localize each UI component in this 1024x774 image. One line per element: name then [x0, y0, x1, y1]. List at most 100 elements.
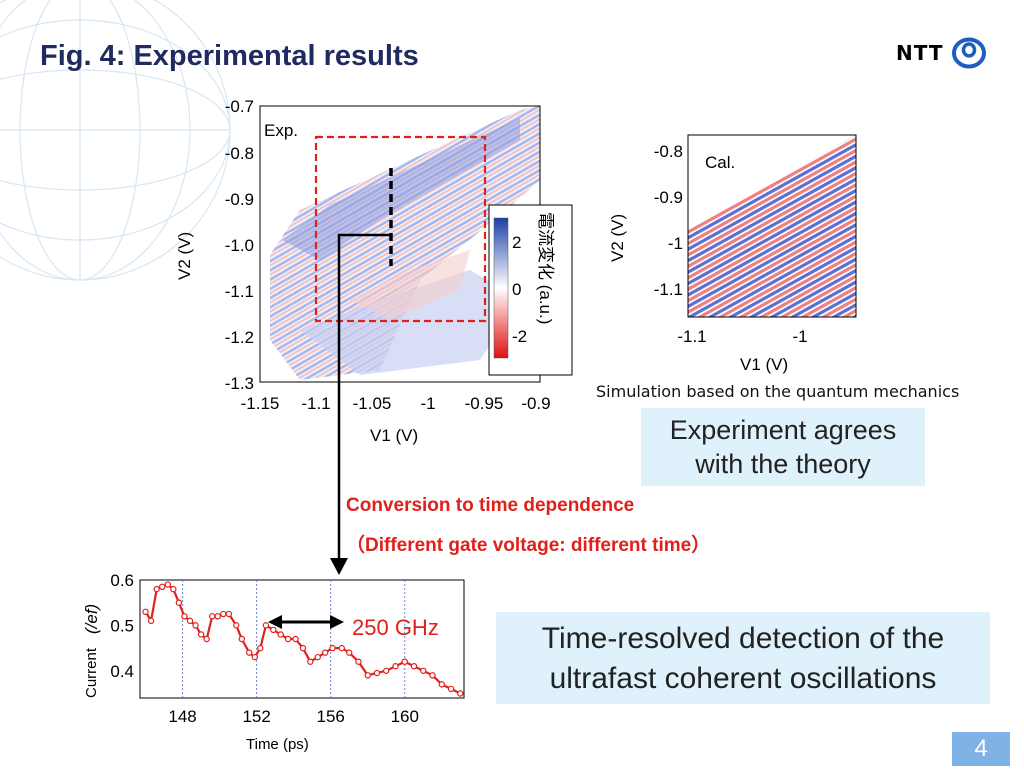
time-series-point: [164, 581, 171, 588]
time-y-tick: 0.5: [110, 616, 134, 635]
time-series-point: [142, 608, 149, 615]
time-series-point: [238, 635, 246, 643]
time-series-point: [346, 649, 353, 656]
conversion-subtitle: （Different gate voltage: different time）: [346, 535, 711, 556]
agree-line-2: with the theory: [695, 449, 871, 479]
conversion-title: Conversion to time dependence: [346, 495, 635, 516]
ntt-logo-text: NTT: [896, 41, 944, 65]
time-series-point: [262, 622, 270, 629]
time-series-point: [214, 613, 221, 620]
colorbar-tick: 2: [512, 233, 521, 252]
exp-x-ticks: -1.15 -1.1 -1.05 -1 -0.95 -0.9: [241, 394, 551, 413]
time-series-point: [447, 685, 455, 693]
exp-x-tick: -1.05: [353, 394, 392, 413]
time-series-point: [420, 667, 427, 674]
detection-line-2: ultrafast coherent oscillations: [549, 662, 937, 695]
cal-y-tick: -1.1: [654, 280, 683, 299]
ntt-logo-icon: [952, 37, 987, 69]
exp-y-axis-label: V2 (V): [175, 232, 194, 280]
cal-x-axis-label: V1 (V): [740, 355, 788, 374]
exp-x-tick: -1: [420, 394, 435, 413]
frequency-annotation: 250 GHz: [352, 615, 439, 640]
time-series-point: [392, 663, 399, 670]
time-series-point: [225, 610, 233, 618]
cal-x-tick: -1: [792, 327, 807, 346]
time-series-point: [192, 622, 199, 629]
exp-y-ticks: -0.7 -0.8 -0.9 -1.0 -1.1 -1.2 -1.3: [225, 97, 254, 393]
time-series-point: [181, 613, 188, 620]
time-series-point: [329, 644, 336, 652]
time-series-point: [203, 635, 210, 643]
time-series-point: [314, 653, 321, 661]
cal-label: Cal.: [705, 153, 735, 172]
agree-line-1: Experiment agrees: [669, 415, 897, 445]
colorbar: 2 0 -2 電流変化 (a.u.): [488, 204, 573, 376]
arrow-right-icon: [330, 615, 344, 629]
globe-background-icon: [0, 0, 231, 281]
connector-line: [337, 233, 391, 560]
exp-y-tick: -1.2: [225, 328, 254, 347]
arrow-left-icon: [268, 615, 282, 629]
time-series-point: [383, 667, 390, 674]
page-number: 4: [952, 732, 1010, 766]
agree-callout: Experiment agrees with the theory: [641, 408, 925, 486]
cal-x-tick: -1.1: [677, 327, 706, 346]
time-series-point: [438, 681, 445, 688]
cal-y-tick: -0.9: [654, 188, 683, 207]
time-series-point: [410, 663, 418, 670]
time-series-point: [299, 644, 307, 652]
exp-x-axis-label: V1 (V): [370, 426, 418, 445]
cal-heatmap: [688, 135, 856, 317]
time-series-point: [373, 669, 381, 677]
exp-x-tick: -0.95: [465, 394, 504, 413]
time-series-point: [246, 649, 253, 656]
exp-x-tick: -1.15: [241, 394, 280, 413]
time-y-tick: 0.4: [110, 662, 134, 681]
time-series-point: [307, 658, 314, 665]
time-series-point: [175, 599, 183, 606]
time-x-axis-label: Time (ps): [246, 736, 309, 753]
time-series-point: [257, 644, 264, 652]
time-series-point: [355, 658, 362, 665]
time-series-point: [159, 583, 166, 591]
time-series-point: [321, 649, 329, 656]
colorbar-tick: -2: [512, 327, 527, 346]
time-series-point: [209, 613, 216, 620]
time-x-tick: 160: [391, 707, 419, 726]
time-plot-frame: [139, 579, 465, 699]
time-x-tick: 152: [242, 707, 270, 726]
time-series-point: [186, 617, 194, 625]
cal-y-ticks: -0.8 -0.9 -1 -1.1: [654, 142, 683, 299]
time-y-ticks: 0.6 0.5 0.4: [110, 571, 134, 681]
exp-y-tick: -0.7: [225, 97, 254, 116]
time-x-tick: 148: [168, 707, 196, 726]
time-series-point: [277, 631, 284, 638]
cal-y-tick: -0.8: [654, 142, 683, 161]
exp-x-tick: -0.9: [521, 394, 550, 413]
exp-x-tick: -1.1: [301, 394, 330, 413]
cal-x-ticks: -1.1 -1: [677, 327, 807, 346]
exp-y-tick: -1.0: [225, 236, 254, 255]
time-series-point: [457, 690, 464, 697]
time-series-point: [220, 610, 227, 618]
time-series-point: [401, 658, 408, 665]
page-title: Fig. 4: Experimental results: [40, 40, 419, 72]
detection-callout: Time-resolved detection of the ultrafast…: [496, 612, 990, 704]
colorbar-tick: 0: [512, 280, 521, 299]
simulation-caption: Simulation based on the quantum mechanic…: [596, 382, 960, 401]
exp-y-tick: -0.8: [225, 144, 254, 163]
exp-y-tick: -1.1: [225, 282, 254, 301]
time-series-point: [147, 617, 155, 625]
cal-y-axis-label: V2 (V): [608, 214, 627, 262]
ntt-logo: NTT: [896, 37, 987, 69]
exp-y-tick: -0.9: [225, 190, 254, 209]
time-x-tick: 156: [317, 707, 345, 726]
time-series: [142, 581, 464, 697]
time-series-point: [284, 635, 292, 643]
time-x-ticks: 148 152 156 160: [168, 707, 419, 726]
time-series-point: [170, 585, 177, 593]
time-chart: 0.6 0.5 0.4 148 152 156 160 250 GHz Time…: [82, 571, 465, 753]
time-series-point: [197, 631, 205, 638]
